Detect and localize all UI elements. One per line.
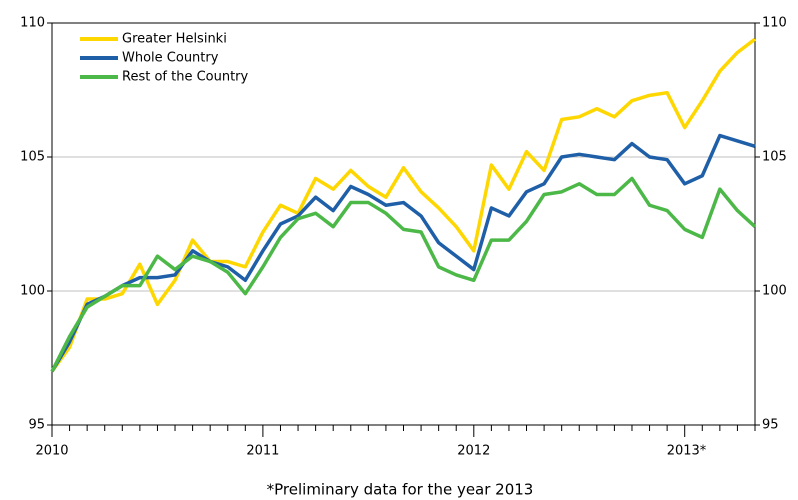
series-line [50,37,757,373]
y-tick-label: 100 [20,284,45,299]
x-tick-label: 2010 [35,444,68,459]
series-line [50,176,757,373]
legend-label: Greater Helsinki [122,32,227,47]
y2-tick-label: 100 [762,284,787,299]
y2-tick-label: 110 [762,16,787,31]
footnote: *Preliminary data for the year 2013 [267,481,534,499]
y-tick-label: 95 [28,418,45,433]
y-tick-label: 105 [20,150,45,165]
y2-tick-label: 105 [762,150,787,165]
x-tick-label: 2011 [246,444,279,459]
series-line [50,133,756,373]
y-tick-label: 110 [20,16,45,31]
x-tick-label: 2012 [457,444,490,459]
legend-label: Rest of the Country [122,70,249,85]
legend-label: Whole Country [122,51,219,66]
y2-tick-label: 95 [762,418,779,433]
x-tick-label: 2013* [667,444,707,459]
